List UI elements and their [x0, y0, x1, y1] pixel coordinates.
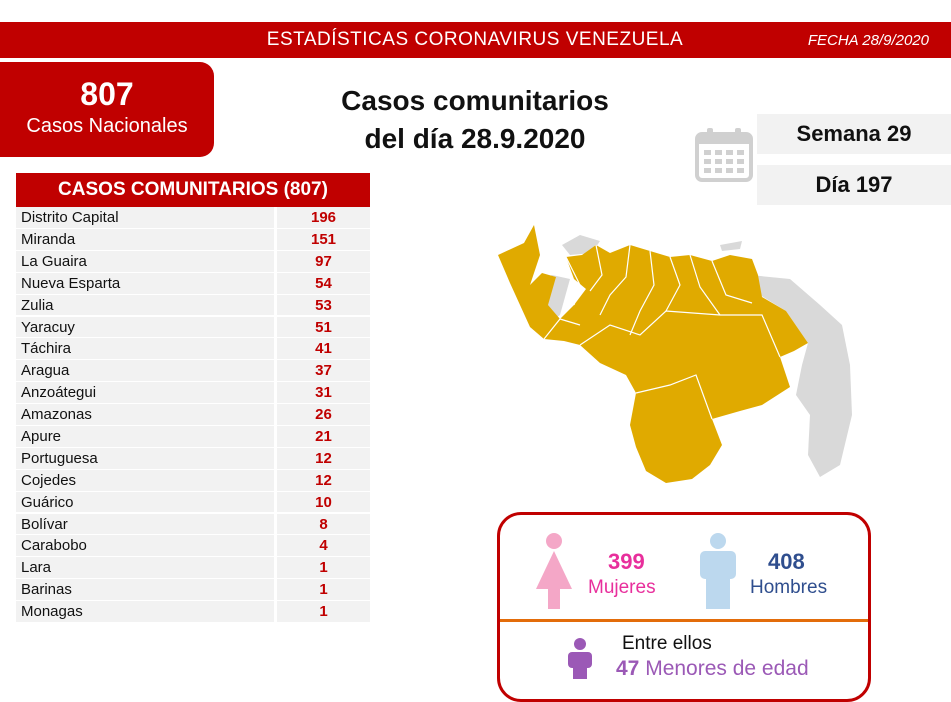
table-row: Apure 21: [16, 426, 370, 448]
table-row: Portuguesa 12: [16, 447, 370, 470]
men-label: Hombres: [750, 577, 828, 598]
state-name: Guárico: [16, 491, 274, 514]
gender-box: 399 Mujeres 408 Hombres Entre ellos 47 M…: [497, 512, 871, 702]
women-count: 399: [608, 549, 645, 574]
state-cases: 53: [277, 294, 370, 317]
day-title-line2: del día 28.9.2020: [364, 123, 586, 154]
national-count: 807: [80, 76, 134, 112]
gender-divider: [500, 619, 868, 622]
table-row: La Guaira 97: [16, 250, 370, 273]
state-cases: 196: [277, 207, 370, 229]
state-cases: 1: [277, 601, 370, 623]
table-row: Bolívar 8: [16, 513, 370, 536]
state-cases: 12: [277, 469, 370, 492]
calendar-icon: [695, 128, 753, 182]
table-row: Monagas 1: [16, 601, 370, 623]
female-icon: [536, 533, 572, 609]
state-name: La Guaira: [16, 250, 274, 273]
state-name: Apure: [16, 426, 274, 448]
table-row: Cojedes 12: [16, 469, 370, 492]
table-row: Lara 1: [16, 557, 370, 580]
state-name: Nueva Esparta: [16, 272, 274, 295]
state-cases: 97: [277, 250, 370, 273]
state-cases: 26: [277, 404, 370, 426]
minors-intro: Entre ellos: [622, 633, 712, 654]
table-row: Carabobo 4: [16, 535, 370, 558]
state-name: Zulia: [16, 294, 274, 317]
minors-label: Menores de edad: [645, 657, 809, 680]
state-name: Yaracuy: [16, 316, 274, 339]
state-cases: 21: [277, 426, 370, 448]
table-row: Barinas 1: [16, 579, 370, 602]
state-cases: 1: [277, 557, 370, 580]
header-bar: ESTADÍSTICAS CORONAVIRUS VENEZUELA FECHA…: [0, 22, 951, 58]
state-name: Distrito Capital: [16, 207, 274, 229]
state-name: Miranda: [16, 228, 274, 251]
state-cases: 51: [277, 316, 370, 339]
state-name: Amazonas: [16, 404, 274, 426]
minors-line: 47 Menores de edad: [616, 657, 809, 681]
table-row: Guárico 10: [16, 491, 370, 514]
table-row: Yaracuy 51: [16, 316, 370, 339]
table-title: CASOS COMUNITARIOS (807): [16, 173, 370, 207]
state-cases: 151: [277, 228, 370, 251]
state-cases: 8: [277, 513, 370, 536]
state-name: Monagas: [16, 601, 274, 623]
table-row: Nueva Esparta 54: [16, 272, 370, 295]
table-row: Anzoátegui 31: [16, 382, 370, 405]
state-name: Lara: [16, 557, 274, 580]
header-title: ESTADÍSTICAS CORONAVIRUS VENEZUELA: [266, 29, 684, 50]
minors-count: 47: [616, 657, 640, 680]
national-label: Casos Nacionales: [26, 115, 188, 137]
state-cases: 10: [277, 491, 370, 514]
day-title: Casos comunitarios del día 28.9.2020: [300, 82, 650, 158]
table-row: Distrito Capital 196: [16, 207, 370, 229]
venezuela-map: [498, 225, 852, 483]
child-icon: [568, 638, 592, 679]
state-name: Cojedes: [16, 469, 274, 492]
table-row: Miranda 151: [16, 228, 370, 251]
state-name: Carabobo: [16, 535, 274, 558]
state-name: Portuguesa: [16, 447, 274, 470]
day-title-line1: Casos comunitarios: [341, 85, 609, 116]
table-row: Táchira 41: [16, 338, 370, 361]
state-name: Bolívar: [16, 513, 274, 536]
national-cases-box: 807 Casos Nacionales: [0, 62, 214, 157]
state-cases: 41: [277, 338, 370, 361]
state-name: Anzoátegui: [16, 382, 274, 405]
week-label: Semana 29: [757, 114, 951, 154]
table-body: Distrito Capital 196 Miranda 151 La Guaira 97…: [16, 207, 370, 623]
table-row: Zulia 53: [16, 294, 370, 317]
male-icon: [700, 533, 736, 609]
table-row: Amazonas 26: [16, 404, 370, 426]
women-label: Mujeres: [588, 577, 656, 598]
state-cases: 37: [277, 360, 370, 383]
state-cases: 54: [277, 272, 370, 295]
men-count: 408: [768, 549, 805, 574]
state-name: Barinas: [16, 579, 274, 602]
table-row: Aragua 37: [16, 360, 370, 383]
state-cases: 4: [277, 535, 370, 558]
day-label: Día 197: [757, 165, 951, 205]
state-cases: 31: [277, 382, 370, 405]
header-date: FECHA 28/9/2020: [807, 32, 929, 49]
state-cases: 12: [277, 447, 370, 470]
state-cases: 1: [277, 579, 370, 602]
cases-table: CASOS COMUNITARIOS (807) Distrito Capita…: [16, 173, 370, 623]
state-name: Táchira: [16, 338, 274, 361]
state-name: Aragua: [16, 360, 274, 383]
